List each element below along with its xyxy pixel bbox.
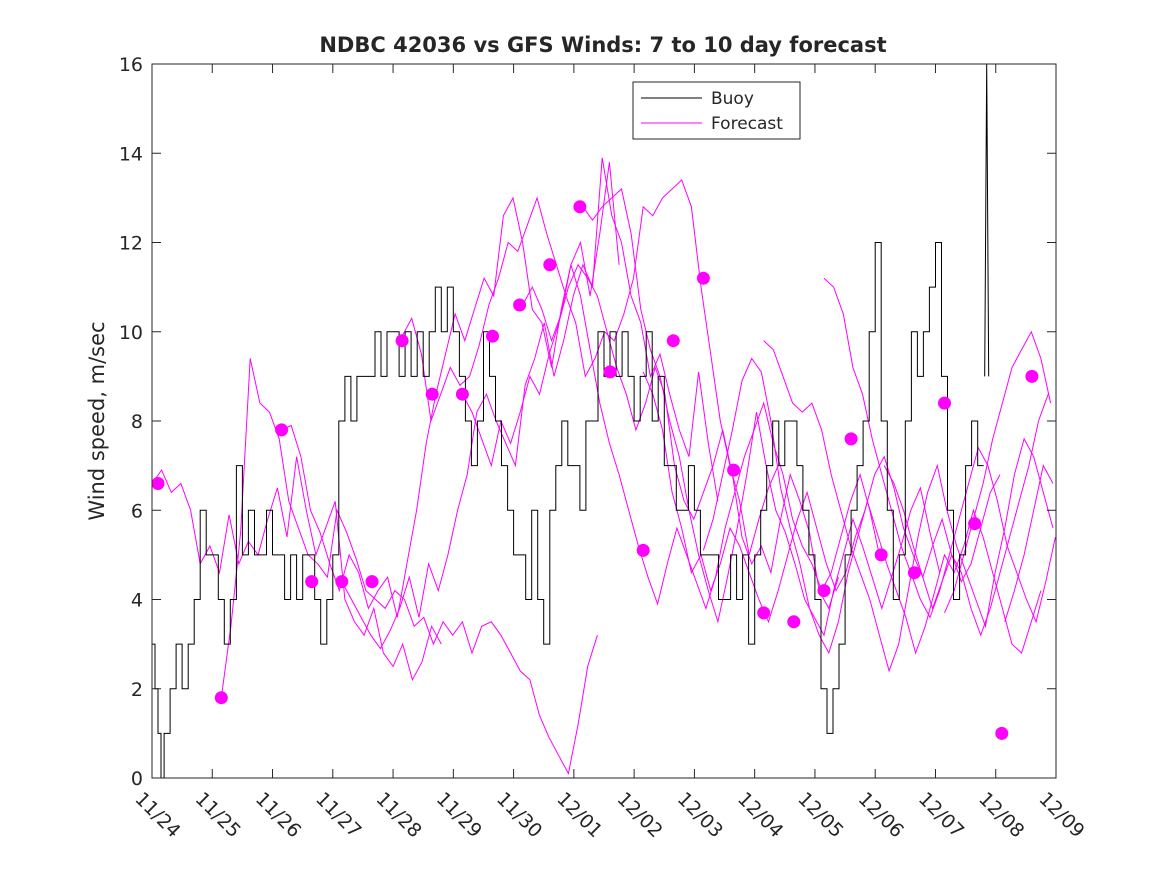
forecast-marker bbox=[603, 365, 617, 379]
y-tick-label: 6 bbox=[131, 500, 143, 522]
forecast-marker bbox=[214, 691, 228, 705]
forecast-line-1 bbox=[220, 358, 598, 775]
forecast-marker bbox=[335, 575, 349, 589]
y-tick-label: 0 bbox=[131, 768, 143, 790]
legend-buoy-label: Buoy bbox=[711, 89, 754, 109]
forecast-line-12 bbox=[883, 394, 1049, 637]
legend-forecast-label: Forecast bbox=[711, 114, 783, 134]
y-tick-label: 16 bbox=[119, 54, 143, 76]
legend-box bbox=[632, 81, 801, 140]
forecast-marker bbox=[365, 575, 379, 589]
forecast-marker bbox=[1025, 369, 1039, 383]
y-axis: 0 2 4 6 8 10 12 14 16 bbox=[119, 54, 1056, 790]
forecast-marker bbox=[395, 334, 409, 348]
forecast-marker bbox=[696, 271, 710, 285]
forecast-marker bbox=[636, 543, 650, 557]
forecast-marker bbox=[275, 423, 289, 437]
forecast-marker bbox=[455, 387, 469, 401]
forecast-line-10 bbox=[763, 340, 1054, 673]
forecast-line-9 bbox=[702, 357, 1042, 655]
y-tick-label: 10 bbox=[119, 322, 143, 344]
forecast-marker bbox=[874, 548, 888, 562]
forecast-line-3 bbox=[341, 157, 719, 650]
forecast-marker bbox=[844, 432, 858, 446]
forecast-marker bbox=[513, 298, 527, 312]
y-tick-label: 12 bbox=[119, 233, 143, 255]
forecast-marker bbox=[666, 334, 680, 348]
forecast-line-14 bbox=[1004, 464, 1054, 622]
y-axis-label: Wind speed, m/sec bbox=[85, 321, 109, 520]
forecast-marker bbox=[151, 477, 165, 490]
forecast-marker bbox=[787, 615, 801, 629]
forecast-markers-group bbox=[151, 200, 1039, 740]
forecast-marker bbox=[543, 258, 557, 272]
forecast-marker bbox=[486, 329, 499, 343]
forecast-line-7 bbox=[582, 188, 941, 637]
forecast-marker bbox=[727, 463, 741, 477]
y-tick-label: 4 bbox=[131, 590, 143, 612]
forecast-marker bbox=[817, 584, 831, 598]
y-tick-label: 14 bbox=[119, 143, 143, 165]
forecast-marker bbox=[907, 566, 921, 580]
forecast-marker bbox=[968, 517, 982, 531]
forecast-line-5 bbox=[461, 263, 839, 610]
forecast-marker bbox=[938, 396, 951, 410]
y-tick-label: 8 bbox=[131, 411, 143, 433]
chart-title: NDBC 42036 vs GFS Winds: 7 to 10 day for… bbox=[319, 33, 886, 57]
forecast-marker bbox=[305, 575, 319, 589]
forecast-marker bbox=[425, 387, 439, 401]
forecast-line-8 bbox=[642, 371, 1001, 624]
forecast-line-11 bbox=[823, 277, 1056, 624]
y-tick-label: 2 bbox=[131, 679, 143, 701]
forecast-marker bbox=[757, 606, 771, 620]
forecast-line-13 bbox=[944, 330, 1052, 614]
forecast-marker bbox=[573, 200, 587, 214]
legend: Buoy Forecast bbox=[632, 81, 801, 140]
buoy-line bbox=[152, 242, 984, 779]
forecast-line-4 bbox=[401, 179, 779, 556]
forecast-marker bbox=[995, 726, 1009, 740]
